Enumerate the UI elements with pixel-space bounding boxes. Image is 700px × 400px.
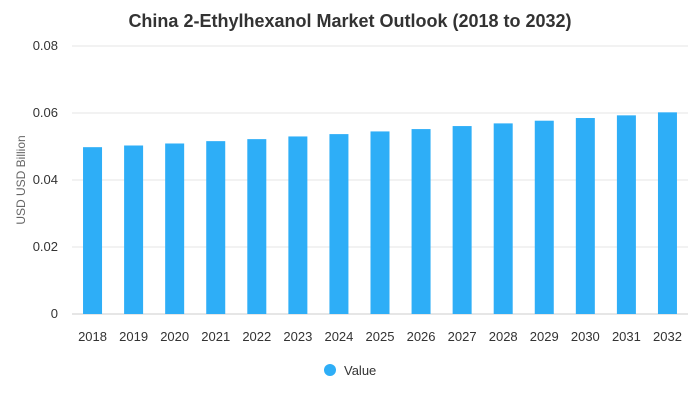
x-tick-label: 2022 [242,329,271,344]
x-tick-label: 2029 [530,329,559,344]
legend-label: Value [344,363,376,378]
bar-2021[interactable] [206,141,226,314]
x-tick-label: 2026 [407,329,436,344]
y-tick-label: 0.04 [33,172,58,187]
x-tick-label: 2018 [78,329,107,344]
x-tick-label: 2020 [160,329,189,344]
y-tick-label: 0.02 [33,239,58,254]
x-tick-label: 2028 [489,329,518,344]
x-tick-label: 2025 [366,329,395,344]
bar-2022[interactable] [247,139,267,314]
y-tick-label: 0.08 [33,38,58,53]
y-tick-label: 0 [51,306,58,321]
bar-2019[interactable] [124,145,144,314]
bar-2030[interactable] [575,118,595,315]
x-tick-label: 2032 [653,329,682,344]
bar-2020[interactable] [165,143,185,314]
chart-title: China 2-Ethylhexanol Market Outlook (201… [128,11,571,31]
y-axis-ticks: 0 0.02 0.04 0.06 0.08 [33,38,58,321]
x-tick-label: 2021 [201,329,230,344]
bar-2025[interactable] [370,131,390,314]
bar-2029[interactable] [534,120,554,314]
bar-2031[interactable] [616,115,636,314]
bar-2032[interactable] [657,112,677,314]
bar-2026[interactable] [411,129,431,314]
x-tick-label: 2023 [283,329,312,344]
bar-2023[interactable] [288,136,308,314]
legend-marker [324,364,336,376]
bars [83,112,677,315]
x-tick-label: 2030 [571,329,600,344]
y-axis-label: USD USD Billion [14,135,28,224]
bar-2024[interactable] [329,134,349,314]
legend[interactable]: Value [324,363,376,378]
x-tick-label: 2024 [324,329,353,344]
x-tick-label: 2031 [612,329,641,344]
x-tick-label: 2027 [448,329,477,344]
x-axis-ticks: 2018 2019 2020 2021 2022 2023 2024 2025 2026 2027… [78,329,682,344]
x-tick-label: 2019 [119,329,148,344]
y-tick-label: 0.06 [33,105,58,120]
bar-2028[interactable] [493,123,513,314]
bar-2027[interactable] [452,126,472,314]
bar-2018[interactable] [83,147,103,314]
